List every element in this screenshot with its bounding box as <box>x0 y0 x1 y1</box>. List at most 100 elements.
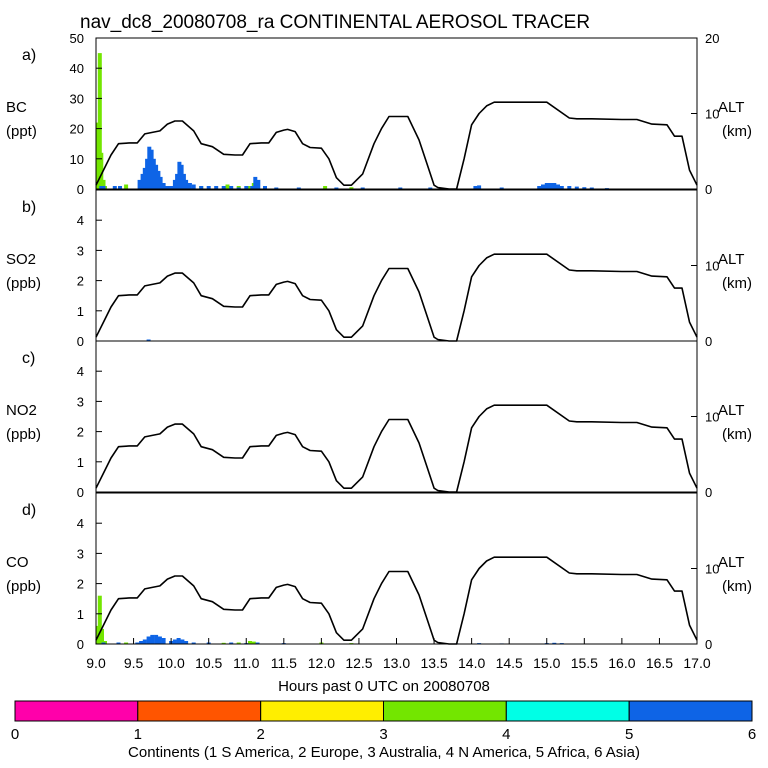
y-tick-label: 0 <box>77 485 84 500</box>
colorbar-tick-label: 0 <box>11 726 19 743</box>
tracer-bar-asia <box>574 186 579 189</box>
tracer-bar-asia <box>360 187 365 189</box>
tracer-bar-asia <box>548 183 553 189</box>
tracer-bar-n-america <box>248 641 252 644</box>
panel-so2: 0 1 2 3 4 0 10 b) SO2 (ppb) ALT (km) <box>6 189 752 349</box>
tracer-bar-asia <box>172 639 177 644</box>
tracer-bar-asia <box>146 339 151 341</box>
x-tick-label: 10.5 <box>195 655 222 671</box>
tracer-bar-asia <box>180 639 185 644</box>
altitude-units: (km) <box>722 123 752 140</box>
panel-co: 0 1 2 3 4 0 10 d) CO (ppb) ALT (km) <box>6 492 752 652</box>
colorbar-tick-label: 3 <box>379 726 387 743</box>
tracer-bar-n-america <box>221 642 226 644</box>
y-tick-label: 50 <box>70 31 84 46</box>
colorbar-segment <box>260 700 385 722</box>
species-label: SO2 <box>6 251 36 268</box>
tracer-bar-n-america <box>95 625 100 644</box>
panel-label: a) <box>22 47 36 64</box>
colorbar-segment <box>14 700 139 722</box>
tracer-bar-asia <box>556 184 560 189</box>
y-tick-label: 30 <box>70 91 84 106</box>
tracer-bar-n-america <box>95 122 100 189</box>
tracer-bar-asia <box>154 164 159 189</box>
altitude-units: (km) <box>722 578 752 595</box>
altitude-line <box>95 556 698 645</box>
tracer-bar-asia <box>541 184 545 189</box>
colorbar-tick-label: 5 <box>625 726 633 743</box>
y-tick-label: 3 <box>77 243 84 258</box>
tracer-bar-asia <box>179 164 184 189</box>
tracer-bar-asia <box>158 176 163 189</box>
y-tick-label: 10 <box>70 152 84 167</box>
x-tick-label: 9.5 <box>124 655 144 671</box>
tracer-bar-asia <box>274 187 279 189</box>
x-tick-label: 13.5 <box>420 655 447 671</box>
tracer-bar-n-america <box>124 642 129 644</box>
x-tick-label: 17.0 <box>683 655 710 671</box>
tracer-bar-n-america <box>101 179 106 189</box>
y-tick-label: 0 <box>77 334 84 349</box>
tracer-bar-asia <box>145 158 150 189</box>
units-label: (ppb) <box>6 275 41 292</box>
y-tick-label: 1 <box>77 304 84 319</box>
chart-title: nav_dc8_20080708_ra CONTINENTAL AEROSOL … <box>80 12 590 33</box>
tracer-bar-asia <box>175 173 180 189</box>
tracer-bar-n-america <box>251 641 256 644</box>
tracer-bar-n-america <box>99 152 104 189</box>
tracer-bar-asia <box>567 186 572 189</box>
tracer-bar-asia <box>118 186 122 189</box>
tracer-bar-asia <box>142 167 147 189</box>
tracer-bar-asia <box>428 187 433 189</box>
y-tick-label: 0 <box>77 637 84 652</box>
tracer-bar-asia <box>165 186 170 189</box>
x-tick-label: 16.0 <box>608 655 635 671</box>
alt-tick-label: 20 <box>705 31 719 46</box>
y-tick-label: 2 <box>77 577 84 592</box>
tracer-bar-asia <box>582 187 587 189</box>
alt-tick-label: 10 <box>705 410 719 425</box>
altitude-line <box>95 101 698 190</box>
y-tick-label: 1 <box>77 607 84 622</box>
tracer-bar-asia <box>263 186 267 189</box>
tracer-bar-asia <box>146 636 151 644</box>
y-tick-label: 4 <box>77 364 84 379</box>
species-label: NO2 <box>6 402 37 419</box>
x-tick-label: 16.5 <box>646 655 673 671</box>
tracer-bar-asia <box>156 170 161 189</box>
x-tick-label: 15.5 <box>571 655 598 671</box>
tracer-bar-asia <box>589 187 594 189</box>
y-tick-label: 3 <box>77 394 84 409</box>
altitude-label: ALT <box>718 99 744 116</box>
tracer-bar-asia <box>157 636 162 644</box>
colorbar: 0 1 2 3 4 5 6 <box>11 700 756 743</box>
tracer-bar-asia <box>154 634 159 644</box>
panel-frame <box>95 492 698 645</box>
colorbar-tick-label: 6 <box>748 726 756 743</box>
colorbar-segment <box>505 700 630 722</box>
altitude-line <box>95 404 698 493</box>
panel-label: b) <box>22 199 36 216</box>
colorbar-tick-label: 2 <box>257 726 265 743</box>
tracer-bar-asia <box>172 179 177 189</box>
tracer-bar-asia <box>255 642 260 644</box>
tracer-bar-asia <box>477 185 482 189</box>
y-tick-label: 3 <box>77 546 84 561</box>
x-tick-label: 10.0 <box>158 655 185 671</box>
tracer-bar-n-america <box>248 186 252 189</box>
tracer-bar-asia <box>176 638 181 644</box>
panel-label: c) <box>22 350 35 367</box>
tracer-bar-asia <box>101 186 106 189</box>
tracer-bar-asia <box>537 186 542 189</box>
colorbar-tick-label: 4 <box>502 726 510 743</box>
tracer-bar-asia <box>184 641 189 644</box>
tracer-bar-asia <box>334 187 339 189</box>
panels-group: 0102030405001020a)BC(ppt)ALT(km)01234010… <box>6 31 752 652</box>
alt-tick-label: 10 <box>705 562 719 577</box>
tracer-bar-asia <box>552 642 557 644</box>
panel-frame <box>95 37 698 190</box>
units-label: (ppb) <box>6 426 41 443</box>
altitude-label: ALT <box>718 402 744 419</box>
altitude-label: ALT <box>718 554 744 571</box>
tracer-bar-asia <box>559 186 564 189</box>
